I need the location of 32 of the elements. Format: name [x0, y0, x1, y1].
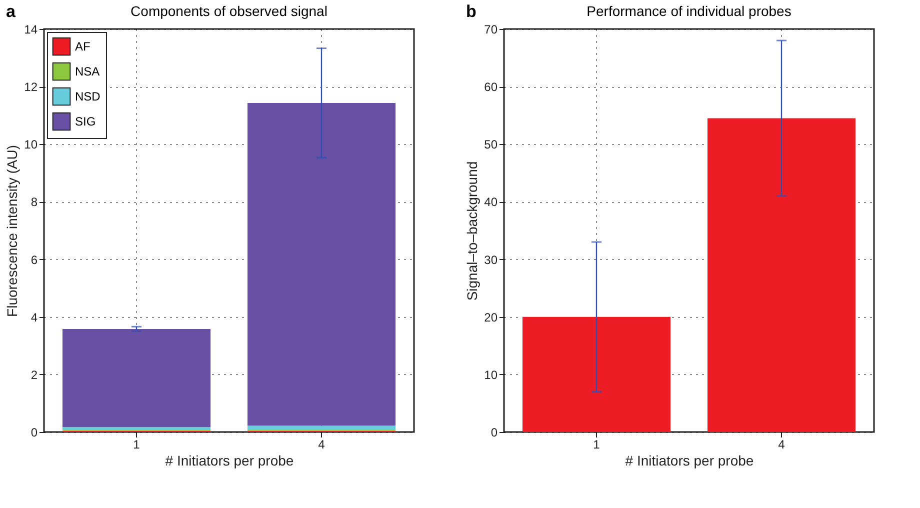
x-axis-title: # Initiators per probe	[165, 452, 294, 468]
x-axis-title: # Initiators per probe	[625, 452, 754, 468]
y-tick-label: 70	[484, 22, 498, 36]
y-tick-label: 0	[490, 426, 498, 440]
y-tick-label: 30	[484, 252, 498, 267]
text: b	[466, 2, 476, 22]
y-tick-label: 40	[484, 195, 498, 210]
x-tick-label: 4	[318, 438, 326, 452]
y-tick-label: 4	[30, 310, 38, 324]
y-tick-label: 0	[30, 426, 38, 440]
legend-label: NSA	[75, 64, 100, 78]
x-tick-label: 4	[778, 438, 786, 452]
y-tick-label: 6	[30, 252, 38, 267]
y-tick-label: 50	[484, 138, 498, 152]
y-tick-label: 2	[30, 368, 38, 382]
y-tick-label: 8	[30, 195, 38, 210]
y-tick-label: 10	[24, 138, 38, 152]
legend-label: SIG	[75, 114, 96, 128]
y-tick-label: 20	[484, 310, 498, 324]
y-axis-title: Signal–to–background	[464, 161, 480, 301]
text: a	[6, 2, 16, 22]
x-tick-label: 1	[593, 438, 600, 452]
legend-label: AF	[75, 40, 90, 54]
y-tick-label: 60	[484, 80, 498, 94]
y-tick-label: 12	[24, 80, 38, 94]
y-tick-label: 10	[484, 368, 498, 382]
y-tick-label: 14	[24, 22, 38, 36]
x-tick-label: 1	[133, 438, 140, 452]
chart-title: Components of observed signal	[130, 3, 328, 19]
legend-label: NSD	[75, 90, 101, 104]
y-axis-title: Fluorescence intensity (AU)	[4, 145, 20, 317]
chart-title: Performance of individual probes	[586, 3, 792, 19]
